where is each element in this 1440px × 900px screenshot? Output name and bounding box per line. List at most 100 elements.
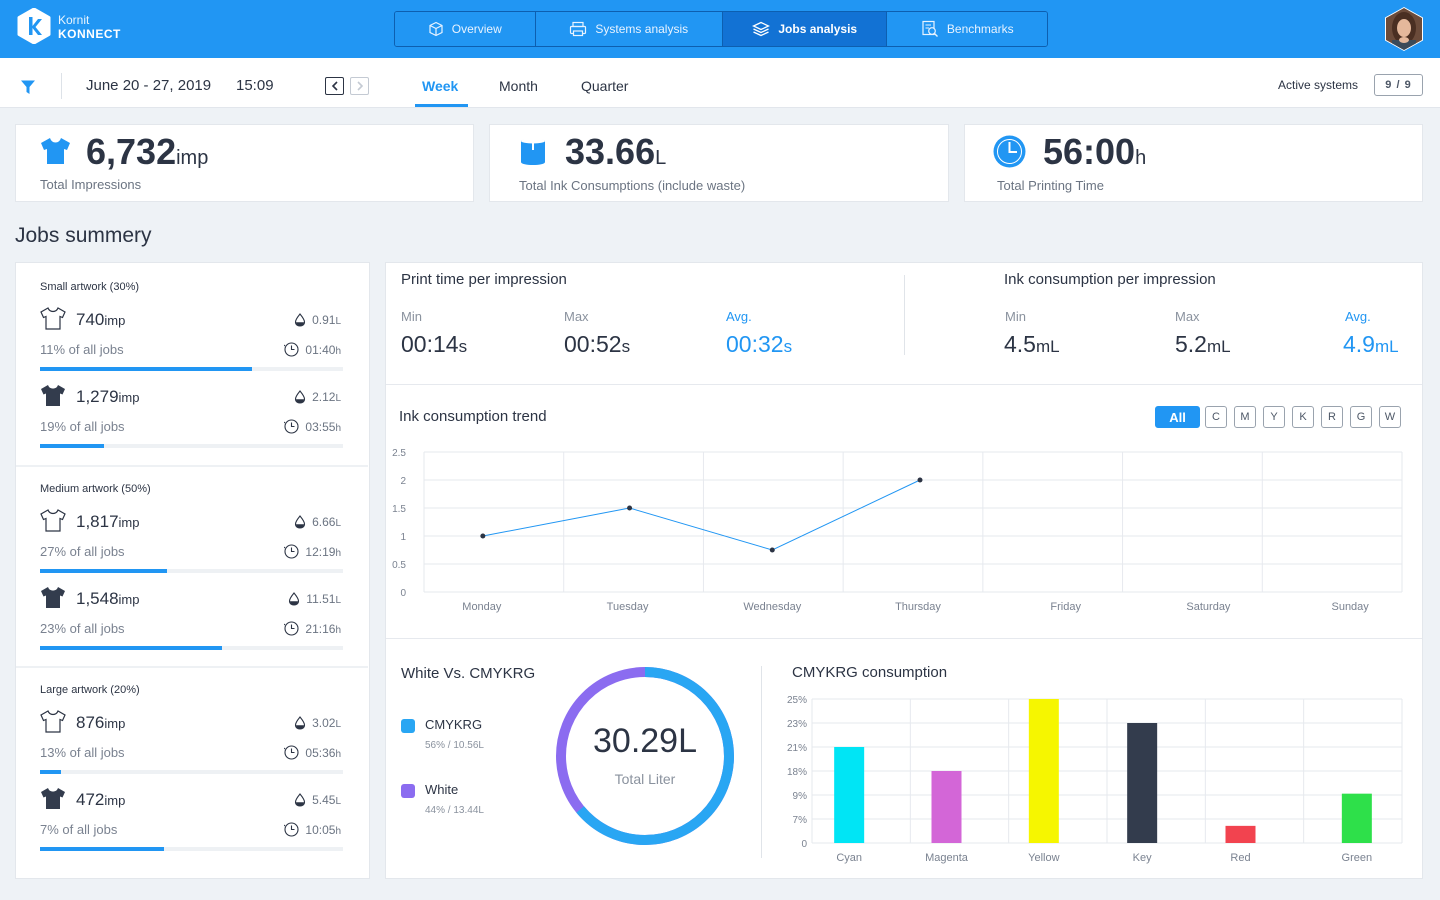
trend-point[interactable] xyxy=(480,533,486,539)
clock-small-icon xyxy=(284,745,299,760)
trend-point[interactable] xyxy=(627,505,633,511)
brand-line2: KONNECT xyxy=(58,27,121,41)
x-tick-label: Thursday xyxy=(895,601,941,613)
y-tick-label: 0.5 xyxy=(392,560,406,571)
trend-point[interactable] xyxy=(917,477,923,483)
filter-all-button[interactable]: All xyxy=(1155,406,1200,428)
tab-overview[interactable]: Overview xyxy=(395,12,536,46)
benchmark-search-icon xyxy=(922,20,938,37)
time-number: 05:36 xyxy=(305,745,336,760)
impressions-unit: imp xyxy=(118,592,140,607)
bar-red[interactable] xyxy=(1225,825,1256,843)
active-systems-badge[interactable]: 9 / 9 xyxy=(1374,74,1423,96)
ink-drop-icon xyxy=(295,515,306,529)
clock-small-icon xyxy=(284,621,299,636)
filter-m-button[interactable]: M xyxy=(1234,406,1256,428)
ink-value: 11.51L xyxy=(288,592,341,606)
filter-g-button[interactable]: G xyxy=(1350,406,1372,428)
time-value: 21:16h xyxy=(284,621,341,636)
ink-drop-icon xyxy=(295,390,306,404)
ink-drop-icon xyxy=(295,313,306,327)
tab-systems-analysis[interactable]: Systems analysis xyxy=(535,12,723,46)
analysis-card xyxy=(385,262,1423,879)
share-bar-fill xyxy=(40,770,62,774)
job-percentage: 7% of all jobs xyxy=(40,822,118,837)
time-value: 03:55h xyxy=(284,419,341,434)
legend-white-name: White xyxy=(425,782,459,797)
time-unit: h xyxy=(335,825,341,837)
kpi-ink-number: 33.66 xyxy=(565,131,656,172)
y-tick-label: 0 xyxy=(400,588,406,599)
white-tshirt-icon xyxy=(40,710,66,733)
cube-icon xyxy=(429,21,443,37)
ink-max-value: 5.2mL xyxy=(1175,331,1231,358)
prev-period-button[interactable] xyxy=(325,77,344,95)
kornit-logo-icon xyxy=(17,8,51,44)
group-title: Large artwork (20%) xyxy=(40,684,140,696)
ink-drop-icon xyxy=(295,793,306,807)
share-bar xyxy=(40,646,343,650)
filter-c-button[interactable]: C xyxy=(1205,406,1227,428)
filter-bar xyxy=(0,58,1440,108)
kpi-impressions-unit: imp xyxy=(176,147,209,169)
filter-r-button[interactable]: R xyxy=(1321,406,1343,428)
trend-point[interactable] xyxy=(769,547,775,553)
impressions-number: 472 xyxy=(76,790,105,809)
bar-green[interactable] xyxy=(1341,793,1372,843)
bar-magenta[interactable] xyxy=(931,771,962,843)
donut-slice-cmykrg[interactable] xyxy=(556,667,734,845)
next-period-button[interactable] xyxy=(350,77,369,95)
filter-y-button[interactable]: Y xyxy=(1263,406,1285,428)
print-time-min-unit: s xyxy=(458,337,468,356)
group-divider xyxy=(16,666,368,668)
tab-week[interactable]: Week xyxy=(422,78,459,94)
tab-jobs-analysis-label: Jobs analysis xyxy=(778,22,858,36)
donut-total-label: Total Liter xyxy=(614,771,676,787)
y-tick-label: 23% xyxy=(787,719,807,730)
kpi-impressions-number: 6,732 xyxy=(86,131,177,172)
share-bar-fill xyxy=(40,367,253,371)
tab-month[interactable]: Month xyxy=(499,78,538,94)
bar-cyan[interactable] xyxy=(834,747,865,843)
job-percentage: 11% of all jobs xyxy=(40,342,124,357)
ink-number: 3.02 xyxy=(312,716,336,730)
clock-small-icon xyxy=(284,822,299,837)
tab-benchmarks[interactable]: Benchmarks xyxy=(887,12,1047,46)
print-time-min-label: Min xyxy=(401,309,422,324)
date-range[interactable]: June 20 - 27, 2019 xyxy=(86,77,212,94)
clock-icon xyxy=(993,135,1026,168)
ink-per-imp-title: Ink consumption per impression xyxy=(1004,271,1216,288)
group-title: Medium artwork (50%) xyxy=(40,483,151,495)
kpi-time-unit: h xyxy=(1135,147,1147,169)
print-time-max-unit: s xyxy=(621,337,631,356)
time-value: 01:40h xyxy=(284,342,341,357)
share-bar-fill xyxy=(40,847,165,851)
tab-jobs-analysis[interactable]: Jobs analysis xyxy=(722,12,888,46)
white-vs-title: White Vs. CMYKRG xyxy=(401,665,536,682)
filter-k-button[interactable]: K xyxy=(1292,406,1314,428)
ink-drop-icon xyxy=(295,716,306,730)
filter-icon[interactable] xyxy=(20,79,36,95)
ink-value: 3.02L xyxy=(294,716,341,730)
ink-min-unit: mL xyxy=(1035,337,1060,356)
ink-unit: L xyxy=(335,393,341,404)
kpi-ink-label: Total Ink Consumptions (include waste) xyxy=(519,178,746,193)
brand-line1: Kornit xyxy=(58,13,90,27)
chevron-left-icon xyxy=(331,81,338,91)
ink-trend-chart: 0 0.5 1 1.5 2 2.5 Monday Tuesday Wednesday Thursd… xyxy=(392,448,1403,613)
print-time-avg-unit: s xyxy=(783,337,793,356)
avatar[interactable] xyxy=(1382,6,1426,52)
ink-unit: L xyxy=(335,796,341,807)
print-time-max-value: 00:52s xyxy=(564,331,630,358)
ink-number: 0.91 xyxy=(312,313,336,327)
bar-yellow[interactable] xyxy=(1028,699,1059,843)
cmykrg-bar-chart: 0 7% 9% 18% 21% 23% 25% Cyan Magenta Yellow Key Red… xyxy=(787,695,1403,864)
impressions-unit: imp xyxy=(104,716,126,731)
ink-number: 2.12 xyxy=(312,390,336,404)
share-bar-fill xyxy=(40,569,168,573)
y-tick-label: 18% xyxy=(787,767,807,778)
bar-key[interactable] xyxy=(1127,723,1158,843)
filter-w-button[interactable]: W xyxy=(1379,406,1401,428)
tab-quarter[interactable]: Quarter xyxy=(581,78,629,94)
job-percentage: 13% of all jobs xyxy=(40,745,125,760)
